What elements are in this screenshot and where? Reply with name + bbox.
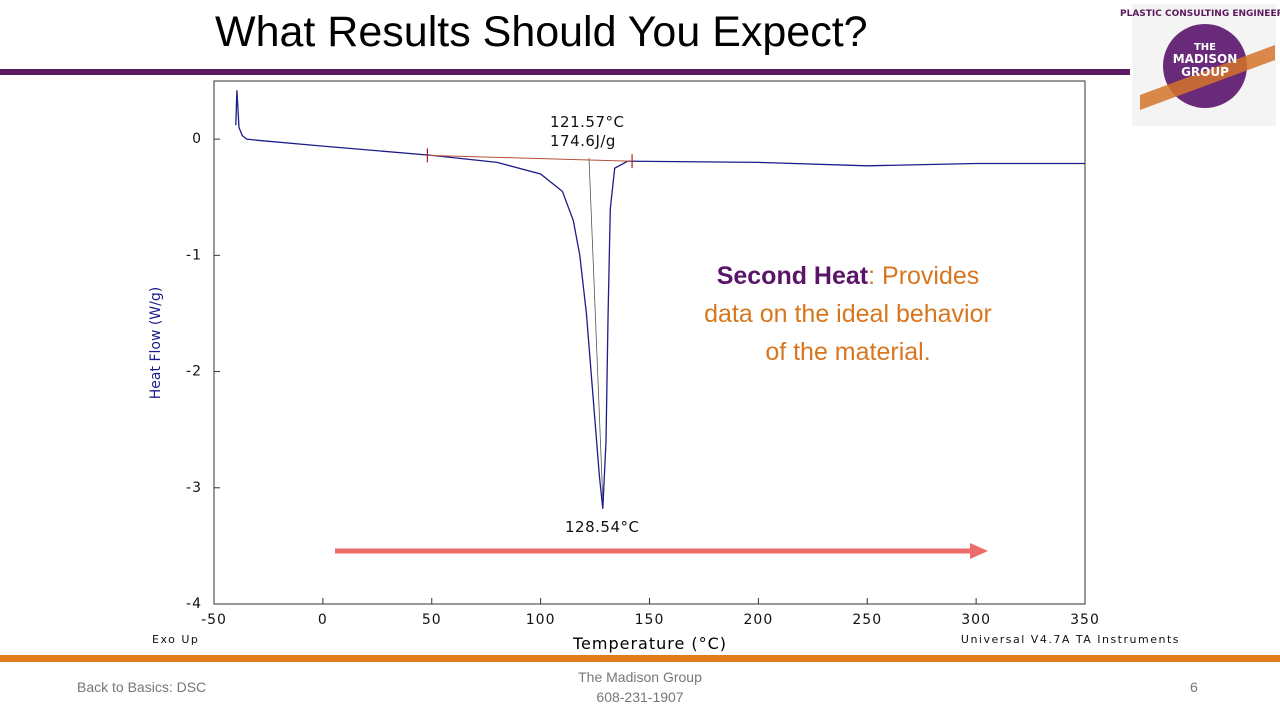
logo-text: THE	[1194, 42, 1216, 53]
logo-arc: PLASTIC CONSULTING ENGINEERS	[1120, 9, 1280, 19]
data-line	[235, 90, 1085, 509]
y-tick-label: -4	[186, 596, 202, 612]
title: What Results Should You Expect?	[215, 8, 868, 56]
x-tick-label: 200	[744, 612, 774, 628]
callout-heading: Second Heat	[716, 262, 869, 290]
x-tick-label: -50	[201, 612, 227, 628]
x-tick-label: 150	[635, 612, 665, 628]
logo: PLASTIC CONSULTING ENGINEERS THE MADISON…	[1120, 4, 1280, 126]
drop-line	[588, 157, 604, 506]
callout-text: : Provides	[868, 262, 980, 290]
y-tick-label: 0	[192, 131, 202, 147]
footer-line: 608-231-1907	[596, 689, 684, 705]
note: Universal V4.7A TA Instruments	[961, 633, 1180, 646]
x-tick-label: 100	[526, 612, 556, 628]
callout-text: data on the ideal behavior	[704, 300, 992, 328]
y-tick-label: -2	[186, 364, 202, 380]
y-axis-label: Heat Flow (W/g)	[148, 287, 164, 399]
page-number: 6	[1190, 679, 1198, 695]
annotation: 174.6J/g	[550, 132, 616, 150]
annotation: 121.57°C	[550, 113, 624, 131]
note: Exo Up	[152, 633, 199, 646]
footer-left: Back to Basics: DSC	[77, 679, 207, 695]
x-tick-label: 0	[318, 612, 328, 628]
logo-text: GROUP	[1181, 65, 1229, 79]
y-tick-label: -3	[186, 480, 202, 496]
x-tick-label: 250	[852, 612, 882, 628]
logo-band	[1140, 45, 1275, 110]
callout-text: of the material.	[765, 338, 931, 366]
footer-line: The Madison Group	[578, 669, 702, 685]
footer-center: The Madison Group 608-231-1907	[540, 667, 740, 707]
x-axis-label: Temperature (°C)	[572, 634, 727, 653]
x-tick-label: 300	[961, 612, 991, 628]
footer-rule	[0, 655, 1280, 662]
title-rule	[0, 69, 1130, 75]
arrow-head	[970, 543, 988, 559]
baseline	[427, 154, 633, 162]
callout: Second Heat: Provides data on the ideal b…	[648, 257, 1048, 371]
logo-text: MADISON	[1173, 52, 1238, 66]
y-tick-label: -1	[186, 247, 202, 263]
x-tick-label: 50	[422, 612, 442, 628]
annotation: 128.54°C	[565, 518, 639, 536]
x-tick-label: 350	[1070, 612, 1100, 628]
